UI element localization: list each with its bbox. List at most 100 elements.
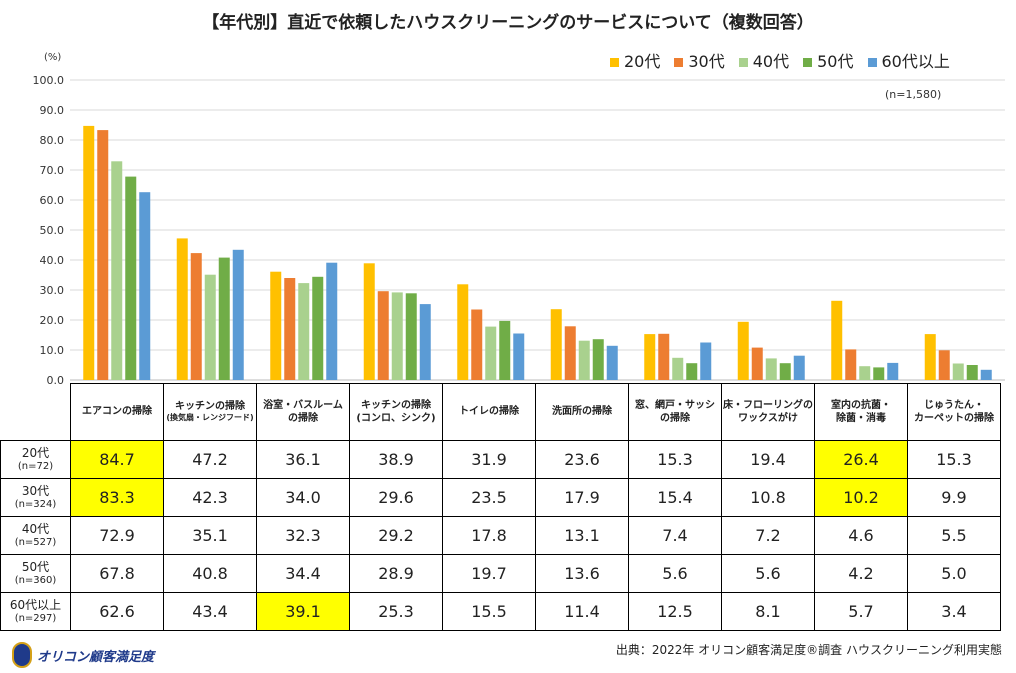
legend-item: 40代 — [738, 48, 790, 72]
bar-40代 — [859, 366, 871, 380]
bar-30代 — [751, 347, 763, 380]
table-cell: 43.4 — [163, 592, 257, 631]
bar-20代 — [644, 334, 656, 380]
bar-30代 — [938, 350, 950, 380]
category-header: エアコンの掃除 — [70, 383, 164, 441]
table-cell: 5.6 — [628, 554, 722, 593]
table-cell: 15.3 — [907, 440, 1001, 479]
row-n: (n=324) — [14, 498, 57, 510]
category-line1: トイレの掃除 — [459, 406, 519, 418]
category-line2: (コンロ、シンク) — [356, 413, 436, 424]
legend-item: 50代 — [803, 48, 854, 72]
row-age: 20代 — [21, 446, 50, 461]
table-cell: 42.3 — [163, 478, 257, 517]
table-cell: 26.4 — [814, 440, 908, 479]
table-cell: 4.2 — [814, 554, 908, 593]
bar-20代 — [363, 263, 375, 380]
y-tick-label: 30.0 — [40, 284, 65, 297]
row-age: 30代 — [21, 484, 50, 499]
category-header: 洗面所の掃除 — [535, 383, 629, 441]
bar-30代 — [190, 253, 202, 380]
table-cell: 23.5 — [442, 478, 536, 517]
medal-icon — [12, 642, 32, 668]
bar-50代 — [125, 176, 137, 380]
category-header: キッチンの掃除 (換気扇・レンジフード) — [163, 383, 257, 441]
category-header: 窓、網戸・サッシ の掃除 — [628, 383, 722, 441]
table-cell: 13.6 — [535, 554, 629, 593]
bar-50代 — [499, 320, 511, 380]
y-tick-label: 70.0 — [40, 164, 65, 177]
table-cell: 39.1 — [256, 592, 350, 631]
bar-50代 — [873, 367, 885, 380]
table-corner — [0, 383, 71, 441]
row-n: (n=527) — [14, 536, 57, 548]
legend-label: 30代 — [688, 52, 725, 71]
bar-30代 — [845, 349, 857, 380]
bar-40代 — [111, 161, 123, 380]
bar-50代 — [592, 339, 604, 380]
table-cell: 83.3 — [70, 478, 164, 517]
category-line2: カーペットの掃除 — [914, 413, 994, 424]
table-cell: 12.5 — [628, 592, 722, 631]
legend: 20代 30代 40代 50代 60代以上 — [610, 48, 950, 72]
table-cell: 10.2 — [814, 478, 908, 517]
y-unit: (%) — [44, 52, 62, 63]
category-line2: (換気扇・レンジフード) — [166, 413, 254, 423]
bar-20代 — [457, 284, 469, 380]
bar-50代 — [218, 257, 230, 380]
table-cell: 5.0 — [907, 554, 1001, 593]
category-header: 浴室・バスルーム の掃除 — [256, 383, 350, 441]
bar-40代 — [298, 283, 310, 380]
bar-50代 — [686, 363, 698, 380]
bar-20代 — [83, 125, 95, 381]
table-cell: 25.3 — [349, 592, 443, 631]
y-tick-label: 80.0 — [40, 134, 65, 147]
bar-60代以上 — [232, 249, 244, 380]
bar-60代以上 — [793, 355, 805, 380]
category-line1: 床・フローリングの — [723, 399, 813, 411]
table-cell: 67.8 — [70, 554, 164, 593]
table-cell: 15.5 — [442, 592, 536, 631]
y-tick-label: 10.0 — [40, 344, 65, 357]
table-cell: 19.4 — [721, 440, 815, 479]
legend-item: 30代 — [674, 48, 725, 72]
table-cell: 4.6 — [814, 516, 908, 555]
category-header: キッチンの掃除 (コンロ、シンク) — [349, 383, 443, 441]
bar-40代 — [952, 363, 964, 380]
category-line2: の掃除 — [660, 413, 690, 424]
legend-item: 20代 — [610, 48, 660, 72]
bar-40代 — [204, 274, 216, 380]
table-cell: 3.4 — [907, 592, 1001, 631]
bar-40代 — [672, 357, 684, 380]
legend-swatch — [803, 58, 813, 67]
table-cell: 36.1 — [256, 440, 350, 479]
row-n: (n=360) — [14, 574, 57, 586]
category-line2: ワックスがけ — [738, 413, 798, 424]
table-row: 30代 (n=324) 83.3 42.3 34.0 29.6 23.5 17.9 15.4 10… — [0, 478, 1001, 517]
bar-60代以上 — [326, 262, 338, 380]
legend-label: 60代以上 — [881, 52, 950, 71]
table-cell: 5.5 — [907, 516, 1001, 555]
chart-title: 【年代別】直近で依頼したハウスクリーニングのサービスについて（複数回答） — [202, 13, 814, 33]
table-cell: 17.9 — [535, 478, 629, 517]
table-cell: 7.4 — [628, 516, 722, 555]
table-row: 60代以上 (n=297) 62.6 43.4 39.1 25.3 15.5 11.4 12.5… — [0, 592, 1001, 631]
category-line1: じゅうたん・ — [924, 399, 984, 411]
table-cell: 47.2 — [163, 440, 257, 479]
bar-60代以上 — [513, 333, 525, 380]
table-cell: 34.0 — [256, 478, 350, 517]
row-n: (n=297) — [14, 612, 57, 624]
data-table: エアコンの掃除 キッチンの掃除 (換気扇・レンジフード) 浴室・バスルーム の掃除 キッチ… — [0, 383, 1001, 631]
table-cell: 10.8 — [721, 478, 815, 517]
bar-30代 — [97, 130, 109, 380]
oricon-logo: オリコン顧客満足度 — [12, 642, 154, 668]
table-cell: 84.7 — [70, 440, 164, 479]
bar-60代以上 — [887, 362, 899, 380]
table-cell: 23.6 — [535, 440, 629, 479]
legend-label: 40代 — [752, 52, 790, 71]
category-header: 室内の抗菌・ 除菌・消毒 — [814, 383, 908, 441]
bar-30代 — [471, 309, 483, 380]
table-cell: 11.4 — [535, 592, 629, 631]
legend-item: 60代以上 — [867, 48, 950, 72]
